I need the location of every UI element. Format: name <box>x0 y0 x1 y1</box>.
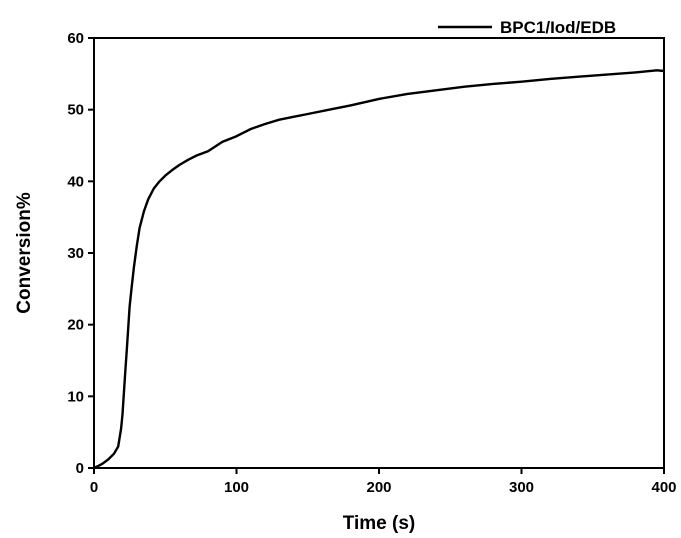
legend-label: BPC1/Iod/EDB <box>500 18 616 37</box>
x-axis-ticks: 0 100 200 300 400 <box>90 468 677 496</box>
y-tick-label: 40 <box>67 173 84 190</box>
y-tick-label: 10 <box>67 388 84 405</box>
x-tick-label: 100 <box>224 479 249 496</box>
y-tick-label: 60 <box>67 30 84 47</box>
plot-frame <box>93 37 665 469</box>
y-tick-label: 0 <box>76 460 84 477</box>
x-tick-label: 400 <box>651 479 676 496</box>
y-axis-ticks: 0 10 20 30 40 50 60 <box>67 30 94 477</box>
series-line-bpc1-iod-edb <box>93 69 665 470</box>
x-tick-label: 200 <box>366 479 391 496</box>
y-tick-label: 50 <box>67 102 84 119</box>
x-tick-label: 0 <box>90 479 98 496</box>
x-axis-title: Time (s) <box>343 513 416 534</box>
y-axis-title: Conversion% <box>14 192 35 314</box>
y-tick-label: 20 <box>67 317 84 334</box>
legend: BPC1/Iod/EDB <box>438 18 616 37</box>
y-tick-label: 30 <box>67 245 84 262</box>
x-tick-label: 300 <box>509 479 534 496</box>
